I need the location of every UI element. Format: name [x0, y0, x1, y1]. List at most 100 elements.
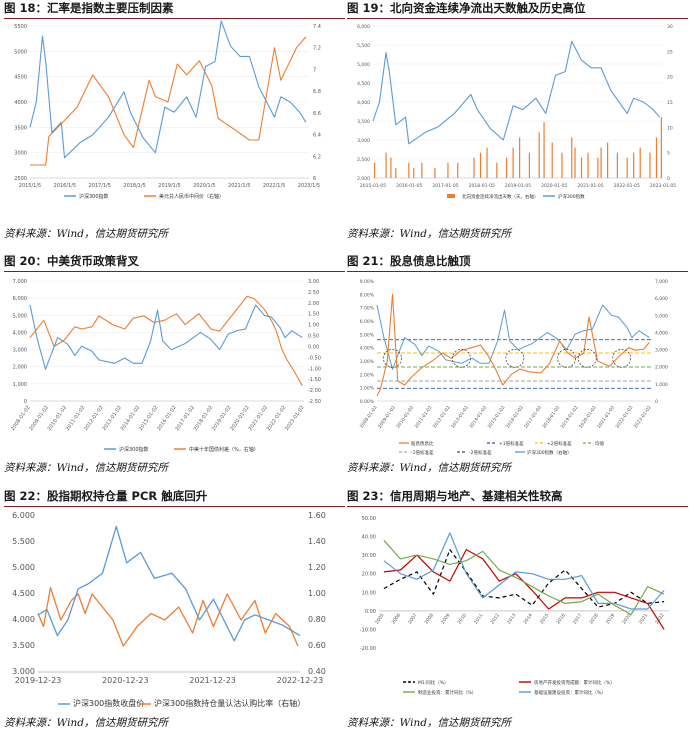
bar-outflow-days: [649, 152, 651, 178]
legend-label: M1:同比（%）: [418, 679, 449, 686]
x-tick-label: 2021-01-02: [596, 405, 616, 430]
source-note: 资料来源：Wind，信达期货研究所: [4, 228, 168, 240]
x-tick-label: 2017-01-02: [523, 405, 543, 430]
x-tick-label: 2013: [506, 612, 518, 625]
x-tick-label: 2018/1/5: [123, 183, 145, 189]
y-tick-left: 5000: [14, 49, 27, 55]
y-tick-left: 6.000: [12, 511, 35, 520]
source-note: 资料来源：Wind，信达期货研究所: [4, 717, 168, 729]
bar-outflow-days: [574, 147, 576, 178]
title-rule: [347, 18, 688, 19]
bar-outflow-days: [479, 152, 482, 178]
legend-label: 中美十年国债利差（%，右轴）: [189, 446, 259, 453]
x-tick-label: 2020-01-02: [578, 405, 598, 430]
x-tick-label: 2014-01-02: [468, 405, 488, 430]
y-tick-right: 6.4: [313, 133, 321, 139]
bar-outflow-days: [505, 157, 508, 178]
y-tick-left: 0: [24, 399, 27, 405]
bar-outflow-days: [434, 167, 436, 178]
bar-outflow-days: [561, 152, 563, 178]
y-tick-left: 30.00: [362, 553, 376, 559]
legend-label: 基础设施建设投资：累计同比（%）: [534, 689, 606, 696]
legend-label: -1倍标准差: [411, 449, 434, 456]
y-tick-right: -2.00: [308, 388, 321, 394]
figure-panel-23: 图 23：信用周期与地产、基建相关性较高 50.00 40.00 30.00 20.0…: [347, 488, 688, 731]
legend-label: 沪深300指数: [119, 446, 149, 453]
title-rule: [347, 271, 688, 272]
y-tick-right: -0.50: [308, 355, 321, 361]
chart-20: 7,000 6,000 5,000 4,000 3,000 2,000 1,000 0 3.00…: [10, 279, 321, 453]
x-tick-label: 2015-01-02: [487, 405, 507, 430]
y-tick-left: 3.000: [12, 667, 35, 676]
x-tick-label: 2017: [572, 612, 584, 625]
bar-outflow-days: [496, 162, 498, 178]
legend-label: -2倍标准差: [469, 449, 492, 456]
x-tick-label: 2014: [522, 612, 534, 625]
y-tick-left: 7.00%: [360, 306, 375, 312]
legend-label: 美元兑人民币中间价（右轴）: [159, 193, 224, 200]
x-tick-label: 2021/1/5: [228, 183, 250, 189]
x-tick-label: 2022-01-02: [614, 405, 634, 430]
x-tick-label: 2006: [391, 612, 403, 625]
figure-panel-18: 图 18：汇率是指数主要压制因素 5500 5000 4500 4000 3500 300…: [4, 0, 345, 244]
figure-title: 图 23：信用周期与地产、基建相关性较高: [347, 489, 563, 503]
y-tick-left: 6.00%: [360, 319, 375, 325]
y-tick-left: 0.00%: [360, 399, 375, 405]
y-tick-right: 6: [313, 176, 316, 182]
y-tick-right: 1.60: [308, 511, 326, 520]
legend-label: 沪深300指数收盘价: [73, 698, 144, 708]
bar-outflow-days: [457, 162, 459, 178]
y-tick-left: 3,000: [13, 348, 27, 354]
y-tick-right: 25: [667, 49, 673, 55]
y-tick-left: 3.00%: [360, 359, 375, 365]
chart-21: 9.00% 8.00% 7.00% 6.00% 5.00% 4.00% 3.00% 2.00%…: [359, 279, 668, 456]
highlight-circle: [577, 348, 597, 368]
x-tick-label: 2022: [654, 612, 666, 625]
y-tick-right: 3,000: [655, 348, 668, 354]
x-tick-label: 2017/1/5: [89, 183, 111, 189]
y-tick-left: 3000: [14, 151, 27, 157]
x-tick-label: 2016-01-02: [505, 405, 525, 430]
y-tick-left: 4.00%: [360, 346, 375, 352]
x-tick-label: 2015-01-05: [360, 183, 386, 189]
x-tick-label: 2015: [539, 612, 551, 625]
x-tick-label: 2020: [621, 612, 633, 625]
legend-label: 北向资金连续净流出天数（天，右轴）: [462, 193, 539, 200]
y-tick-left: 3,000: [357, 138, 370, 144]
figure-panel-21: 图 21：股息债息比触顶 9.00% 8.00% 7.00% 6.00% 5.00% 4.…: [347, 253, 688, 479]
series-line-2: [383, 539, 665, 616]
y-tick-right: -1.50: [308, 377, 321, 383]
x-tick-label: 2020/1/5: [193, 183, 215, 189]
y-tick-left: 20.00: [362, 572, 376, 578]
series-line-1: [383, 548, 665, 630]
y-tick-left: 3,500: [357, 119, 370, 125]
bar-outflow-days: [616, 152, 618, 178]
y-tick-left: 1,000: [13, 382, 27, 388]
y-tick-left: 5,000: [357, 62, 370, 68]
bar-outflow-days: [607, 142, 609, 178]
figure-panel-22: 图 22：股指期权持仓量 PCR 触底回升 6.000 5.500 5.000 4.5…: [4, 488, 345, 731]
bar-outflow-days: [408, 162, 410, 178]
bar-outflow-days: [395, 167, 397, 178]
bar-outflow-days: [385, 152, 387, 178]
y-tick-right: 7.4: [313, 24, 321, 30]
y-tick-left: 0.00: [365, 609, 376, 615]
bar-outflow-days: [390, 157, 392, 178]
source-note: 资料来源：Wind，信达期货研究所: [347, 462, 511, 474]
chart-22: 6.000 5.500 5.000 4.500 4.000 3.500 3.000 1.60 1…: [12, 511, 326, 708]
x-tick-label: 2023-01-05: [650, 183, 676, 189]
y-tick-right: 2,000: [655, 365, 668, 371]
x-tick-label: 2019-01-05: [505, 183, 531, 189]
y-tick-right: 6,000: [655, 296, 668, 302]
bar-outflow-days: [626, 157, 628, 178]
y-tick-left: 4500: [14, 75, 27, 81]
series-line-pcr: [37, 586, 299, 647]
y-tick-left: 1.00%: [360, 386, 375, 392]
title-rule: [4, 271, 345, 272]
x-tick-label: 2019-12-23: [15, 676, 62, 685]
y-tick-right: 0.40: [308, 667, 326, 676]
x-tick-label: 2009-01-02: [377, 405, 397, 430]
y-tick-left: 9.00%: [360, 279, 375, 285]
y-tick-left: 50.00: [362, 516, 376, 522]
y-tick-right: 1.20: [308, 563, 326, 572]
